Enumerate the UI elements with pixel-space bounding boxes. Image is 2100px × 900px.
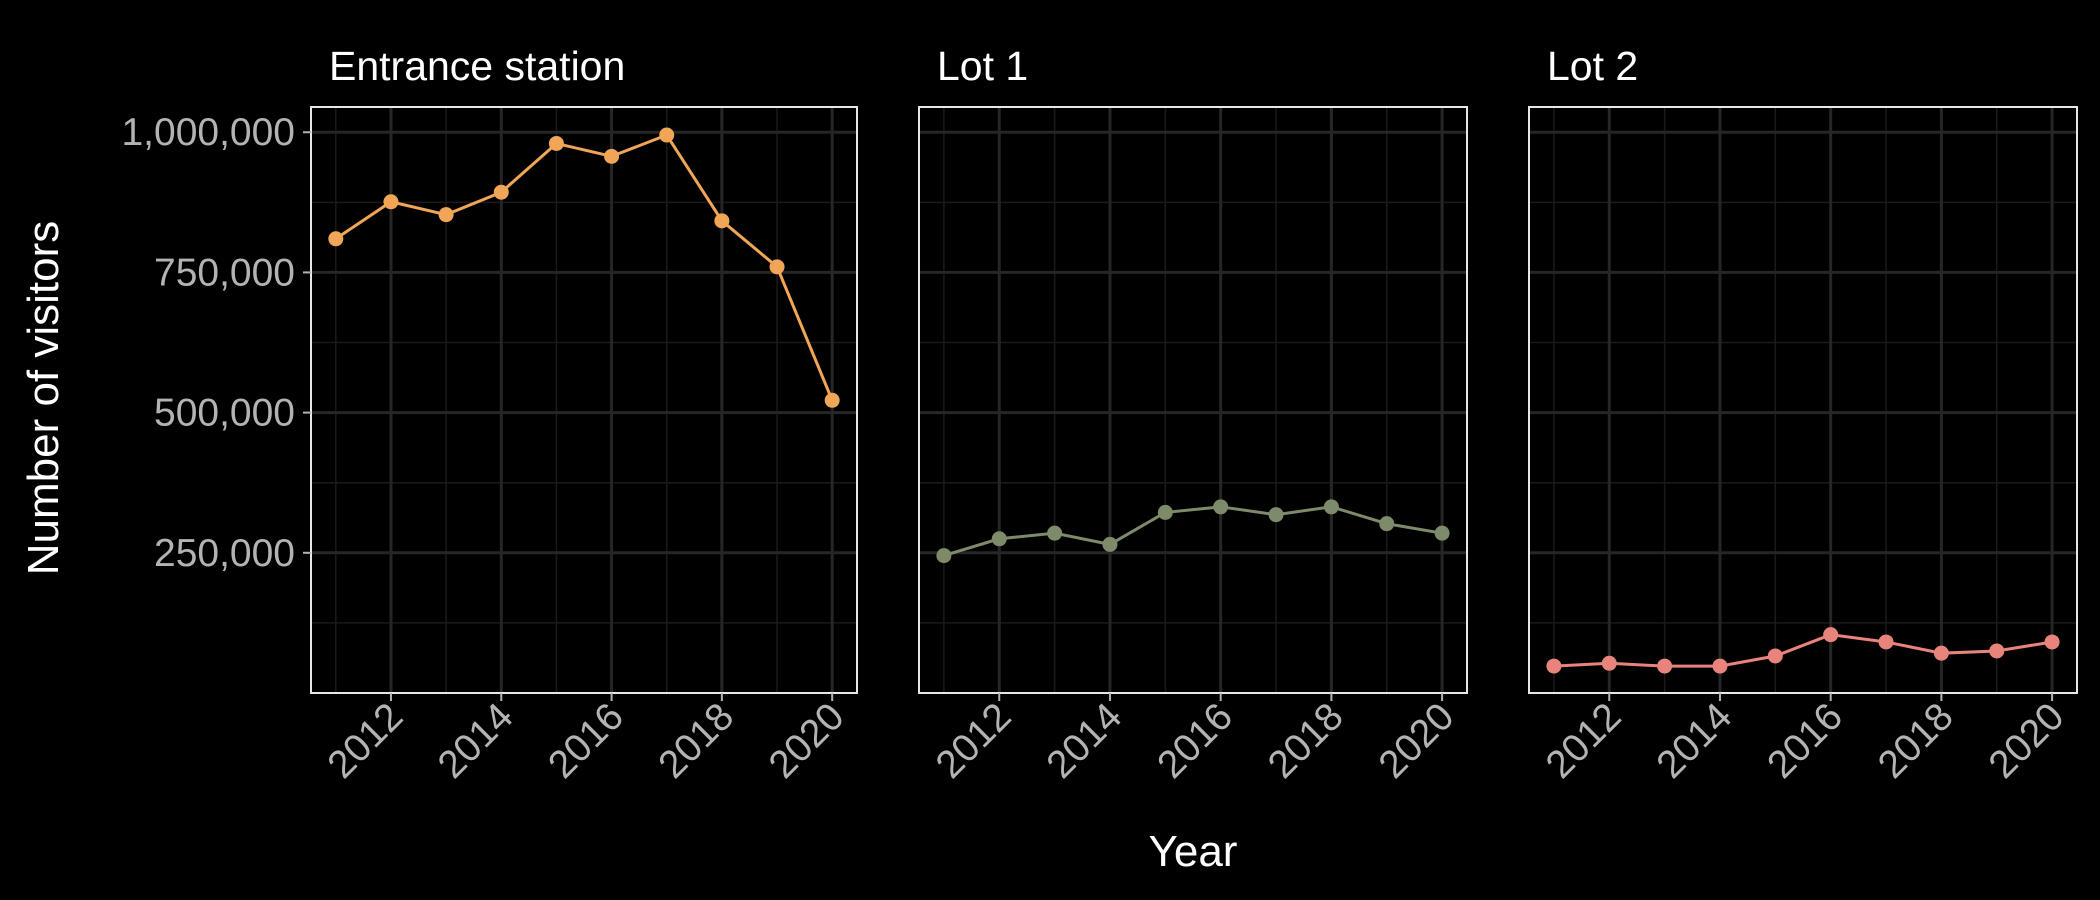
facet-title: Lot 2	[1547, 43, 1638, 89]
facet-title: Lot 1	[937, 43, 1028, 89]
data-point	[1434, 525, 1450, 541]
data-point	[1601, 655, 1617, 671]
data-point	[824, 392, 840, 408]
series-line	[334, 133, 834, 401]
data-point	[1767, 648, 1783, 664]
data-point	[1157, 504, 1173, 520]
x-tick-label: 2014	[1039, 695, 1131, 787]
x-tick-label: 2016	[540, 695, 632, 787]
data-point	[604, 148, 620, 164]
x-tick-label: 2020	[1371, 695, 1463, 787]
x-tick-label: 2014	[1649, 695, 1741, 787]
data-point	[438, 207, 454, 223]
series-line	[943, 505, 1443, 558]
data-point	[328, 231, 344, 247]
x-tick-label: 2012	[928, 695, 1020, 787]
data-point	[1823, 627, 1839, 643]
data-point	[1323, 499, 1339, 515]
data-point	[383, 194, 399, 210]
x-tick-label: 2020	[761, 695, 853, 787]
data-point	[1379, 516, 1395, 532]
x-tick-label: 2018	[650, 695, 742, 787]
data-point	[1546, 658, 1562, 674]
panel-border	[1528, 106, 2078, 694]
data-point	[769, 259, 785, 275]
panel-2: Lot 2 2012 2014 2016 2018 2020	[1528, 43, 2078, 787]
facet-title: Entrance station	[329, 43, 625, 89]
x-tick-label: 2018	[1260, 695, 1352, 787]
x-tick-label: 2012	[320, 695, 412, 787]
y-tick-label: 750,000	[154, 251, 295, 294]
data-point	[1878, 634, 1894, 650]
data-point	[1102, 536, 1118, 552]
data-point	[548, 135, 564, 151]
series-line	[1553, 633, 2053, 668]
y-tick-label: 1,000,000	[121, 111, 295, 154]
y-axis-title: Number of visitors	[19, 221, 68, 576]
panel-border	[310, 106, 858, 694]
x-tick-label: 2016	[1149, 695, 1241, 787]
data-point	[1933, 645, 1949, 661]
y-axis: 250,000 500,000 750,000 1,000,000	[121, 111, 311, 575]
data-point	[659, 127, 675, 143]
x-tick-label: 2018	[1870, 695, 1962, 787]
x-axis-title: Year	[1149, 827, 1238, 876]
data-point	[1657, 658, 1673, 674]
x-tick-label: 2020	[1981, 695, 2073, 787]
x-tick-label: 2014	[430, 695, 522, 787]
data-point	[493, 184, 509, 200]
data-point	[1047, 525, 1063, 541]
y-tick-label: 500,000	[154, 392, 295, 435]
y-tick-label: 250,000	[154, 532, 295, 575]
data-point	[714, 213, 730, 229]
data-point	[1989, 643, 2005, 659]
data-point	[936, 548, 952, 564]
panel-1: Lot 1 2012 2014 2016 2018 2020	[918, 43, 1468, 787]
panel-0: Entrance station 2012 2014 2016 2018 2020	[310, 43, 858, 787]
data-point	[2044, 634, 2060, 650]
data-point	[1712, 658, 1728, 674]
data-point	[1268, 507, 1284, 523]
x-tick-label: 2016	[1759, 695, 1851, 787]
data-point	[991, 531, 1007, 547]
data-point	[1213, 499, 1229, 515]
panel-border	[918, 106, 1468, 694]
x-tick-label: 2012	[1538, 695, 1630, 787]
